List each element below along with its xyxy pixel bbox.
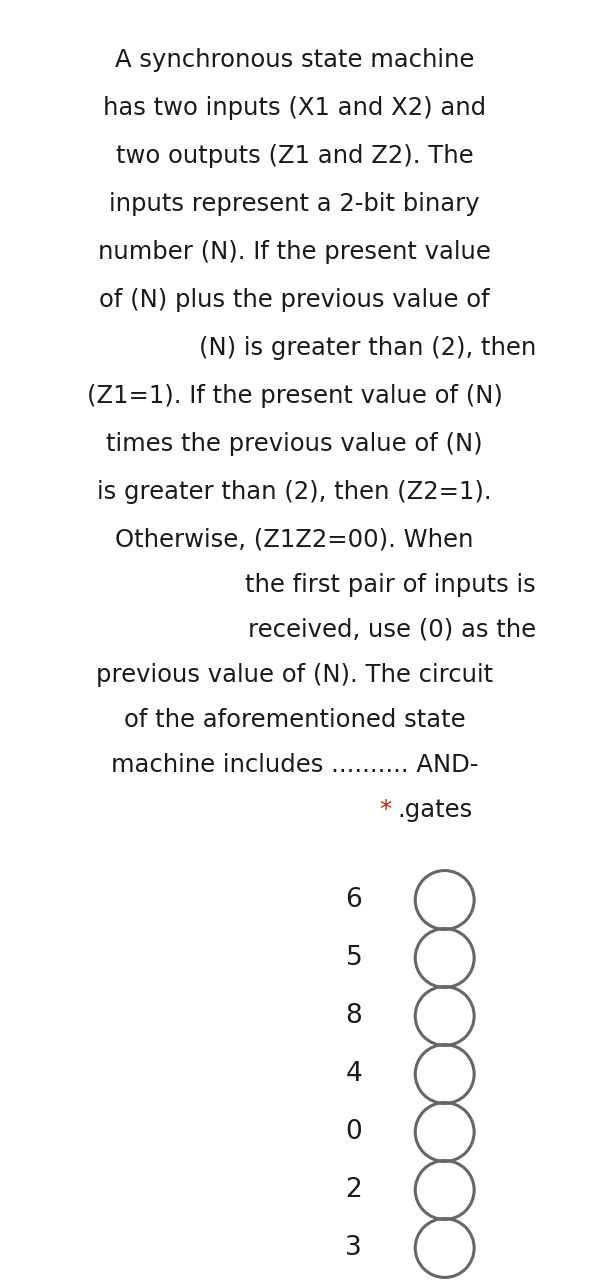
Text: (Z1=1). If the present value of (N): (Z1=1). If the present value of (N) [87, 384, 502, 408]
Text: 6: 6 [346, 887, 362, 913]
Text: has two inputs (X1 and X2) and: has two inputs (X1 and X2) and [103, 96, 486, 120]
Text: 5: 5 [346, 945, 362, 972]
Text: of the aforementioned state: of the aforementioned state [124, 708, 465, 732]
Text: .gates: .gates [398, 797, 473, 822]
Text: inputs represent a 2-bit binary: inputs represent a 2-bit binary [109, 192, 480, 216]
Text: 0: 0 [346, 1119, 362, 1146]
Text: two outputs (Z1 and Z2). The: two outputs (Z1 and Z2). The [115, 143, 474, 168]
Text: number (N). If the present value: number (N). If the present value [98, 241, 491, 264]
Text: machine includes .......... AND-: machine includes .......... AND- [111, 753, 478, 777]
Text: received, use (0) as the: received, use (0) as the [248, 618, 536, 643]
Text: 8: 8 [346, 1004, 362, 1029]
Text: Otherwise, (Z1Z2=00). When: Otherwise, (Z1Z2=00). When [115, 527, 474, 552]
Text: previous value of (N). The circuit: previous value of (N). The circuit [96, 663, 493, 687]
Text: 2: 2 [346, 1178, 362, 1203]
Text: times the previous value of (N): times the previous value of (N) [106, 431, 483, 456]
Text: is greater than (2), then (Z2=1).: is greater than (2), then (Z2=1). [97, 480, 492, 504]
Text: (N) is greater than (2), then: (N) is greater than (2), then [198, 335, 536, 360]
Text: A synchronous state machine: A synchronous state machine [115, 47, 474, 72]
Text: of (N) plus the previous value of: of (N) plus the previous value of [99, 288, 490, 312]
Text: *: * [379, 797, 392, 822]
Text: the first pair of inputs is: the first pair of inputs is [245, 573, 536, 596]
Text: 4: 4 [346, 1061, 362, 1087]
Text: 3: 3 [346, 1235, 362, 1261]
